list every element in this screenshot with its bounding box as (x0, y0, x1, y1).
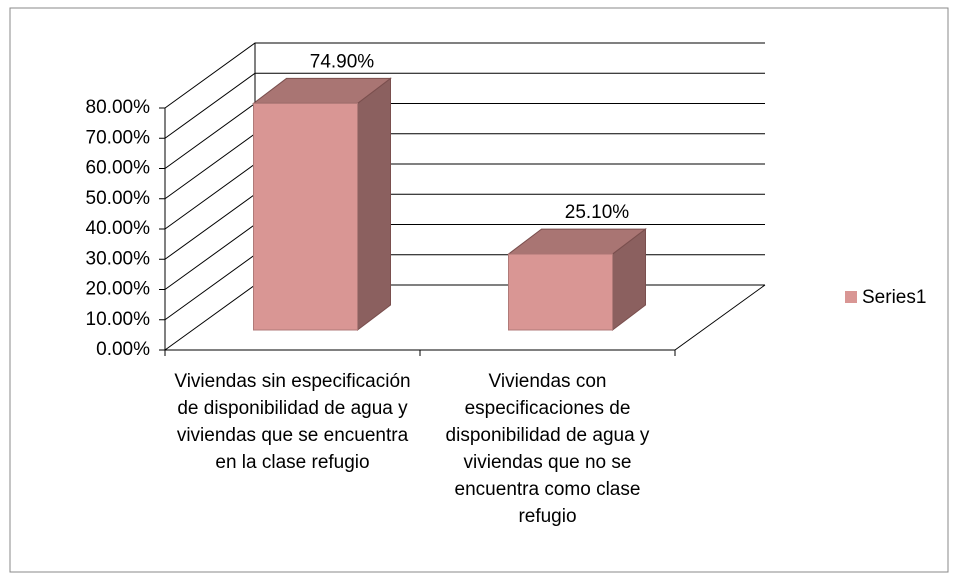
legend-swatch (845, 291, 857, 303)
y-tick-label: 60.00% (86, 158, 151, 179)
floor-edge (674, 284, 766, 351)
x-tick-label: Viviendas sin especificación de disponib… (174, 371, 411, 473)
y-tick-label: 40.00% (86, 218, 151, 239)
bar-side (357, 77, 391, 332)
y-tick-label: 30.00% (86, 248, 151, 269)
bar (508, 253, 613, 331)
y-tick-label: 50.00% (86, 188, 151, 209)
legend-label: Series1 (862, 287, 926, 308)
x-tick-label: Viviendas con especificaciones de dispon… (445, 371, 650, 527)
chart-frame (9, 7, 949, 573)
y-tick-label: 20.00% (86, 279, 151, 300)
y-tick-label: 10.00% (86, 309, 151, 330)
y-tick-label: 0.00% (96, 339, 150, 360)
grid-line (164, 72, 765, 139)
y-tick-label: 70.00% (86, 127, 151, 148)
y-tick-label: 80.00% (86, 97, 151, 118)
data-label: 25.10% (565, 202, 630, 223)
grid-line (164, 42, 765, 109)
data-label: 74.90% (310, 51, 375, 72)
bar (253, 102, 358, 331)
